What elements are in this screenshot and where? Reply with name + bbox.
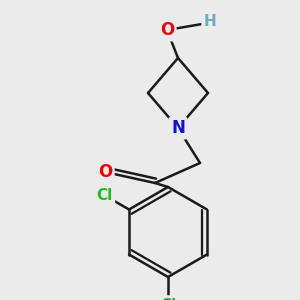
Text: O: O bbox=[160, 21, 174, 39]
Text: O: O bbox=[98, 163, 112, 181]
Text: Cl: Cl bbox=[160, 298, 176, 300]
Text: N: N bbox=[171, 119, 185, 137]
Text: H: H bbox=[204, 14, 216, 29]
Text: Cl: Cl bbox=[97, 188, 113, 203]
